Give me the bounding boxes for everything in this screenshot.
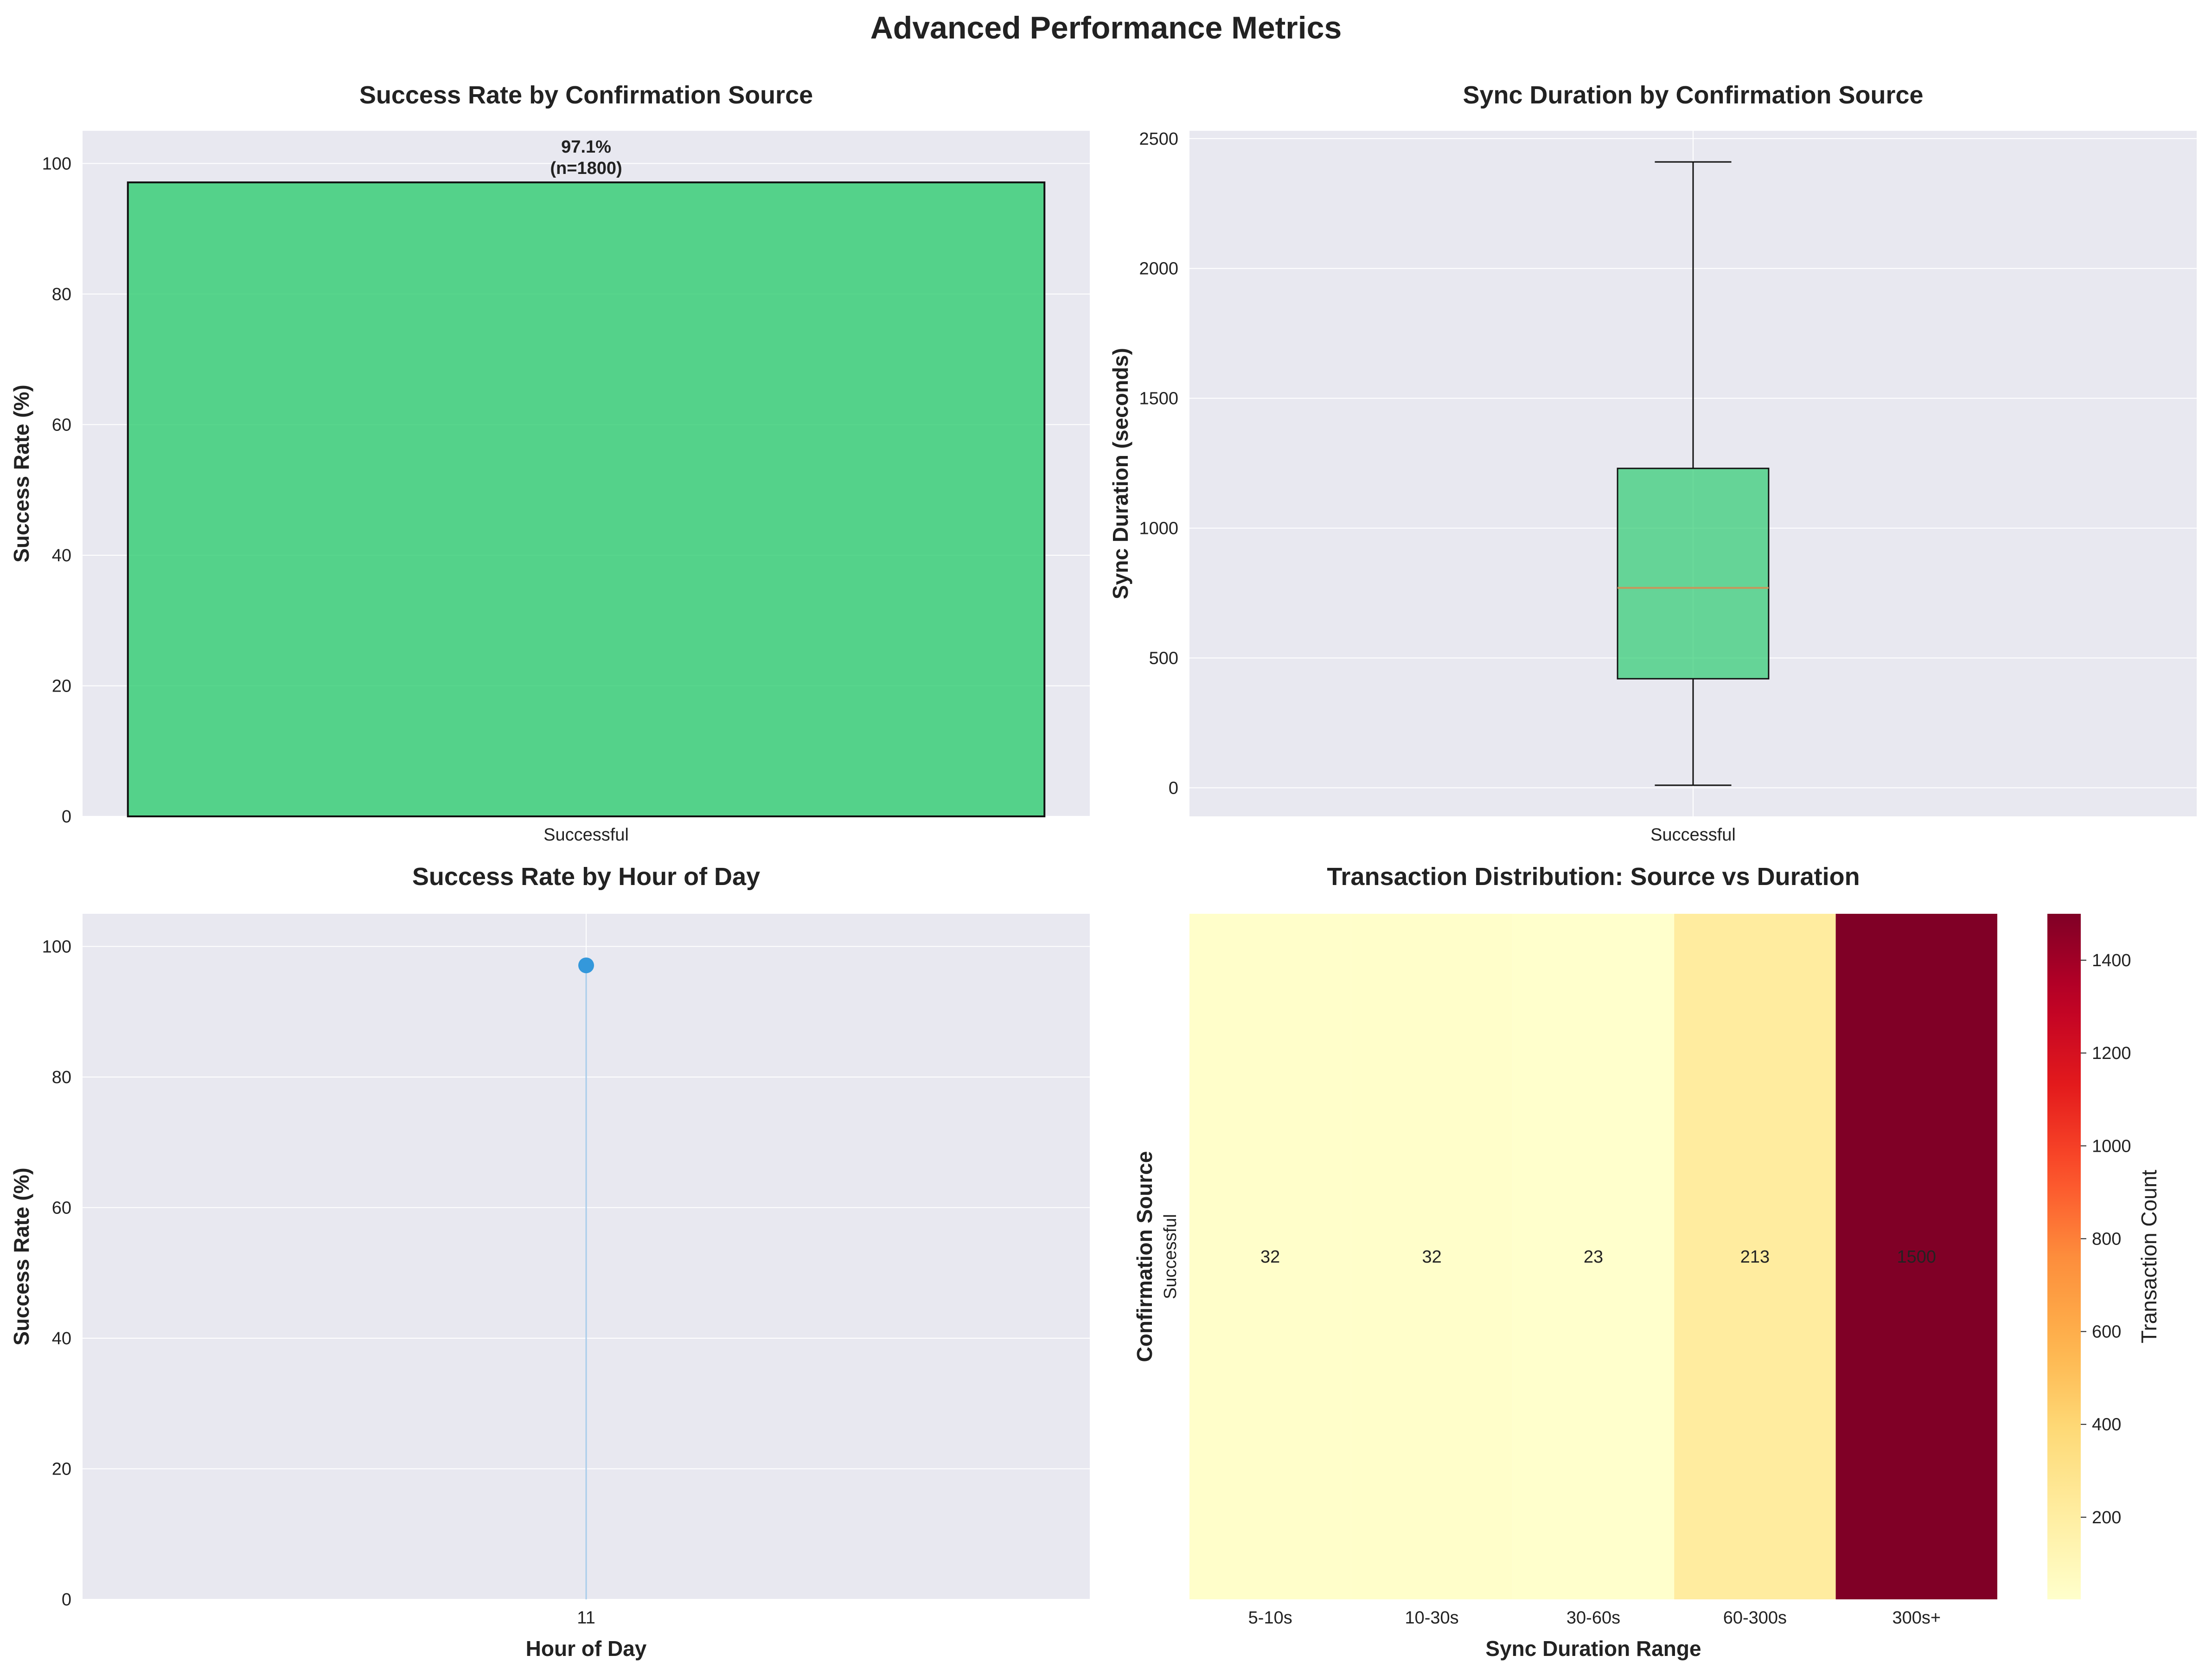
line-y-tick-label: 40 [52,1329,71,1348]
heatmap-cell-value: 23 [1584,1247,1603,1267]
line-x-axis-label: Hour of Day [526,1636,647,1661]
heatmap-y-axis-label: Confirmation Source [1132,1151,1157,1362]
heatmap-cell [1351,914,1513,1599]
line-y-axis-label: Success Rate (%) [9,1168,33,1346]
bar-y-tick-label: 60 [52,415,71,435]
heatmap-title: Transaction Distribution: Source vs Dura… [1327,863,1860,891]
box-y-tick-label: 2500 [1139,129,1178,149]
colorbar-tick-label: 600 [2092,1322,2121,1342]
box-y-axis-label: Sync Duration (seconds) [1108,348,1132,599]
line-y-tick-label: 100 [42,937,71,956]
bar-y-tick-label: 80 [52,285,71,304]
heatmap-cell [1674,914,1836,1599]
heatmap-x-tick-label: 10-30s [1405,1608,1458,1628]
colorbar [2047,914,2081,1599]
line-y-tick-label: 60 [52,1198,71,1218]
box-y-tick-label: 1000 [1139,519,1178,539]
box-x-tick-label: Successful [1650,825,1736,845]
bar-y-axis-label: Success Rate (%) [9,385,33,563]
line-y-tick-label: 20 [52,1459,71,1479]
box-y-tick-label: 1500 [1139,389,1178,409]
line-data-point [578,957,594,974]
figure-title: Advanced Performance Metrics [870,10,1342,45]
heatmap-cell-value: 32 [1260,1247,1280,1267]
colorbar-label: Transaction Count [2137,1170,2161,1343]
heatmap-y-tick-label: Successful [1161,1214,1180,1299]
bar-successful [127,181,1046,817]
line-y-tick-label: 0 [62,1590,71,1610]
line-chart-title: Success Rate by Hour of Day [412,863,761,891]
heatmap-x-tick-label: 60-300s [1723,1608,1787,1628]
heatmap-cell [1189,914,1351,1599]
line-y-tick-label: 80 [52,1068,71,1087]
heatmap-x-tick-label: 300s+ [1892,1608,1941,1628]
box-y-tick-label: 500 [1149,648,1178,668]
colorbar-tick-label: 200 [2092,1508,2121,1527]
box-y-tick-label: 0 [1169,778,1178,798]
line-x-tick-label: 11 [577,1608,595,1628]
colorbar-tick-label: 1200 [2092,1044,2131,1063]
box-plot-title: Sync Duration by Confirmation Source [1463,81,1924,109]
heatmap-cell [1512,914,1675,1599]
heatmap-x-tick-label: 5-10s [1248,1608,1292,1628]
heatmap-cell-value: 32 [1422,1247,1441,1267]
bar-x-tick-label: Successful [543,825,629,845]
colorbar-tick-label: 400 [2092,1415,2121,1435]
bar-y-tick-label: 40 [52,546,71,565]
bar-chart-title: Success Rate by Confirmation Source [359,81,813,109]
heatmap-x-axis-label: Sync Duration Range [1485,1636,1701,1661]
bar-y-tick-label: 0 [62,807,71,827]
bar-y-tick-label: 20 [52,676,71,696]
bar-y-tick-label: 100 [42,154,71,173]
box-iqr-successful [1617,468,1770,680]
heatmap-cell [1835,914,1997,1599]
heatmap-cell-value: 1500 [1897,1247,1937,1267]
heatmap-x-tick-label: 30-60s [1566,1608,1620,1628]
heatmap-cell-value: 213 [1740,1247,1770,1267]
bar-value-label: 97.1% [561,137,611,157]
colorbar-tick-label: 1000 [2092,1136,2131,1156]
colorbar-tick-label: 1400 [2092,951,2131,970]
colorbar-tick-label: 800 [2092,1229,2121,1249]
bar-value-label: (n=1800) [550,159,622,178]
box-y-tick-label: 2000 [1139,259,1178,279]
